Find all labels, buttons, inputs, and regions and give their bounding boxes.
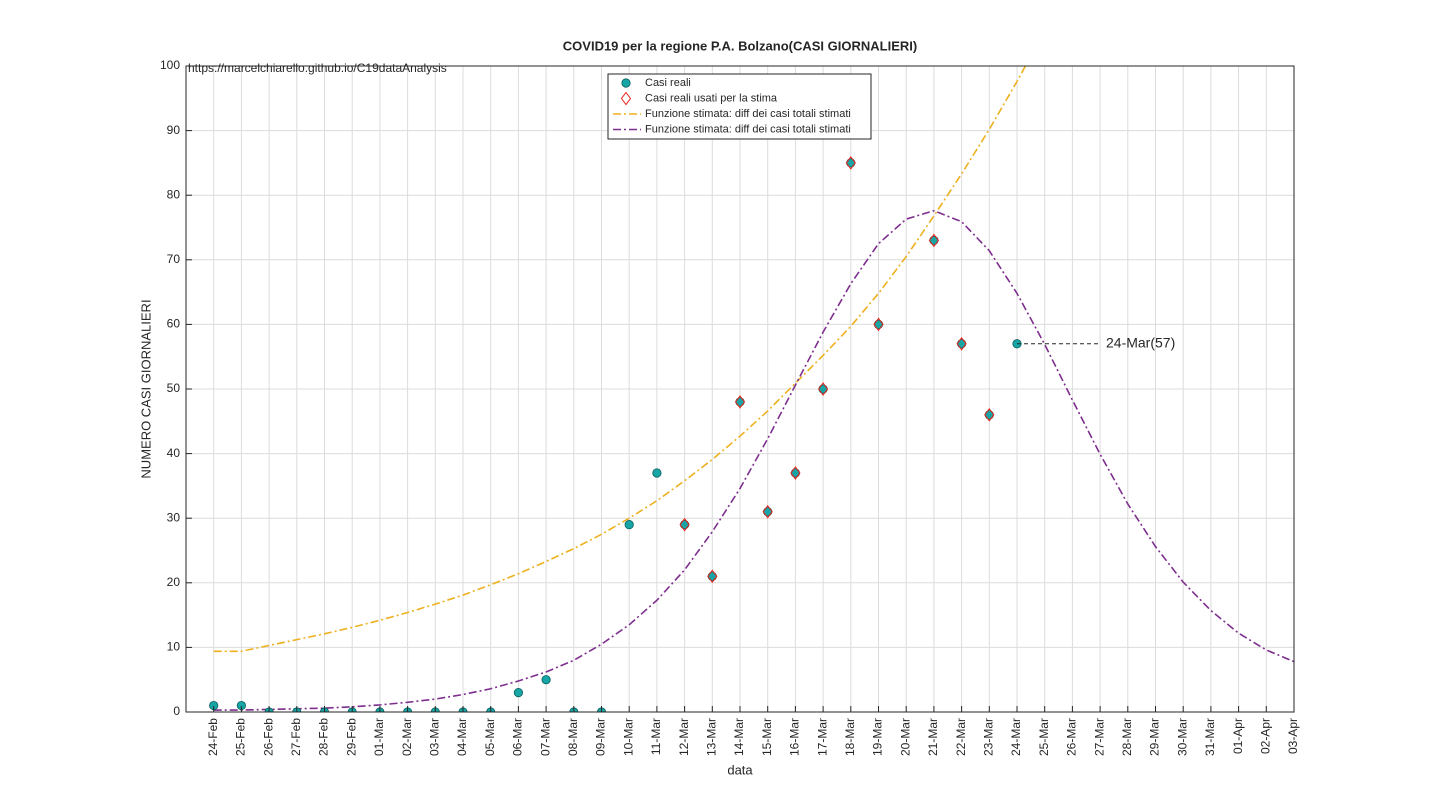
legend-label: Casi reali bbox=[645, 77, 691, 89]
x-tick-label: 11-Mar bbox=[649, 718, 663, 755]
data-point bbox=[763, 507, 773, 517]
data-point bbox=[817, 382, 829, 396]
annotation: 24-Mar(57) bbox=[1106, 334, 1175, 350]
data-point bbox=[984, 408, 995, 422]
data-point bbox=[734, 395, 746, 409]
data-point bbox=[846, 158, 856, 168]
x-tick-label: 16-Mar bbox=[788, 718, 802, 756]
y-tick-label: 80 bbox=[167, 187, 181, 201]
x-tick-label: 02-Apr bbox=[1258, 718, 1272, 754]
data-point bbox=[873, 319, 884, 329]
y-tick-label: 90 bbox=[167, 123, 181, 137]
data-point bbox=[679, 517, 690, 532]
x-tick-label: 26-Feb bbox=[261, 718, 275, 756]
data-point bbox=[762, 504, 773, 519]
y-tick-label: 0 bbox=[173, 704, 180, 718]
x-tick-label: 12-Mar bbox=[677, 718, 691, 756]
data-point bbox=[735, 397, 745, 407]
x-tick-label: 25-Mar bbox=[1037, 718, 1051, 756]
x-tick-label: 27-Feb bbox=[289, 718, 303, 756]
data-point bbox=[679, 520, 690, 530]
data-point bbox=[707, 569, 718, 584]
data-point bbox=[624, 520, 634, 530]
x-tick-label: 01-Apr bbox=[1231, 718, 1245, 754]
data-point bbox=[818, 384, 828, 394]
series-line bbox=[213, 66, 1027, 653]
x-tick-label: 14-Mar bbox=[732, 718, 746, 756]
x-axis-label: data bbox=[727, 762, 753, 777]
x-tick-label: 28-Mar bbox=[1120, 718, 1134, 756]
legend-marker bbox=[621, 78, 631, 88]
x-tick-label: 17-Mar bbox=[815, 718, 829, 756]
x-tick-label: 21-Mar bbox=[926, 718, 940, 756]
x-tick-label: 25-Feb bbox=[234, 718, 248, 756]
x-tick-label: 20-Mar bbox=[898, 718, 912, 756]
legend-label: Funzione stimata: diff dei casi totali s… bbox=[645, 123, 851, 135]
x-tick-label: 26-Mar bbox=[1065, 718, 1079, 756]
x-tick-label: 19-Mar bbox=[871, 718, 885, 756]
x-tick-label: 18-Mar bbox=[843, 718, 857, 756]
data-point bbox=[928, 233, 940, 248]
data-point bbox=[873, 317, 884, 332]
x-tick-label: 09-Mar bbox=[594, 718, 608, 756]
x-tick-label: 29-Mar bbox=[1148, 718, 1162, 756]
legend-label: Funzione stimata: diff dei casi totali s… bbox=[645, 108, 851, 120]
y-tick-label: 20 bbox=[167, 575, 181, 589]
data-point bbox=[790, 466, 801, 480]
y-axis-label: NUMERO CASI GIORNALIERI bbox=[138, 299, 153, 478]
x-tick-label: 15-Mar bbox=[760, 718, 774, 756]
x-tick-label: 22-Mar bbox=[954, 718, 968, 756]
x-tick-label: 24-Feb bbox=[206, 718, 220, 756]
x-tick-label: 03-Apr bbox=[1286, 718, 1300, 754]
legend-label: Casi reali usati per la stima bbox=[645, 92, 778, 104]
data-point bbox=[845, 156, 856, 170]
grid bbox=[186, 65, 1295, 713]
data-point bbox=[929, 235, 939, 246]
chart-title: COVID19 per la regione P.A. Bolzano(CASI… bbox=[563, 38, 917, 53]
x-tick-label: 01-Mar bbox=[372, 718, 386, 756]
subtitle: https://marcelchiarello.github.io/C19dat… bbox=[188, 61, 447, 75]
x-tick-label: 04-Mar bbox=[455, 718, 469, 756]
y-tick-label: 40 bbox=[167, 446, 181, 460]
x-tick-label: 05-Mar bbox=[483, 718, 497, 756]
x-tick-label: 02-Mar bbox=[400, 718, 414, 756]
x-tick-label: 27-Mar bbox=[1092, 718, 1106, 756]
data-point bbox=[513, 688, 524, 698]
y-tick-label: 70 bbox=[167, 252, 181, 266]
data-point bbox=[956, 339, 967, 349]
legend: Casi reali Casi reali usati per la stima F… bbox=[607, 73, 872, 140]
x-tick-label: 06-Mar bbox=[511, 718, 525, 756]
data-point bbox=[984, 410, 994, 420]
x-tick-label: 08-Mar bbox=[566, 718, 580, 756]
data-point bbox=[790, 468, 801, 478]
data-point bbox=[652, 468, 662, 478]
x-tick-label: 13-Mar bbox=[704, 718, 718, 756]
x-tick-label: 10-Mar bbox=[621, 718, 635, 756]
y-tick-label: 50 bbox=[167, 381, 181, 395]
x-tick-label: 03-Mar bbox=[427, 718, 441, 756]
x-tick-label: 23-Mar bbox=[981, 718, 995, 756]
x-tick-label: 28-Feb bbox=[317, 718, 331, 756]
x-tick-label: 07-Mar bbox=[538, 718, 552, 756]
data-point bbox=[956, 336, 967, 351]
x-tick-label: 24-Mar bbox=[1009, 718, 1023, 756]
legend-box bbox=[607, 73, 872, 140]
data-point bbox=[707, 571, 717, 581]
y-tick-label: 30 bbox=[167, 510, 181, 524]
y-tick-label: 100 bbox=[160, 58, 180, 72]
x-tick-label: 31-Mar bbox=[1203, 718, 1217, 756]
y-tick-label: 10 bbox=[167, 640, 181, 654]
x-tick-label: 30-Mar bbox=[1175, 718, 1189, 756]
x-tick-label: 29-Feb bbox=[344, 718, 358, 756]
legend-marker bbox=[620, 91, 632, 106]
series-line bbox=[213, 209, 1294, 711]
data-point bbox=[541, 675, 551, 685]
y-tick-label: 60 bbox=[167, 317, 181, 331]
